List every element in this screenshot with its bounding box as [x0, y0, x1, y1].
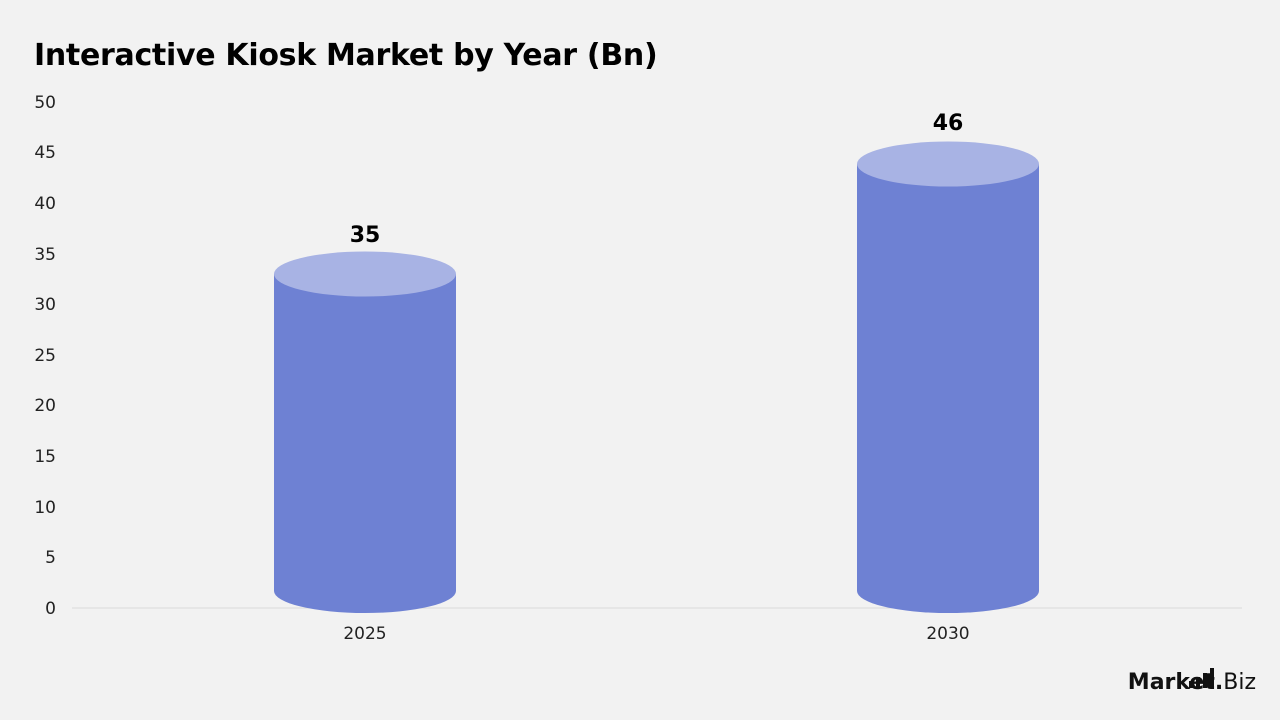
bar-2030: 46 [857, 111, 1039, 613]
chart-title: Interactive Kiosk Market by Year (Bn) [34, 38, 658, 73]
x-category-label: 2030 [926, 624, 969, 644]
y-tick: 0 [45, 599, 56, 619]
y-tick: 40 [34, 194, 56, 214]
value-label: 46 [933, 111, 964, 136]
y-axis: 0 5 10 15 20 25 30 35 40 45 50 [34, 93, 56, 619]
y-tick: 15 [34, 447, 56, 467]
value-label: 35 [350, 223, 381, 248]
y-tick: 10 [34, 498, 56, 518]
x-category-label: 2025 [343, 624, 386, 644]
y-tick: 50 [34, 93, 56, 113]
y-tick: 30 [34, 295, 56, 315]
y-tick: 25 [34, 346, 56, 366]
y-tick: 35 [34, 245, 56, 265]
y-tick: 5 [45, 548, 56, 568]
y-tick: 20 [34, 396, 56, 416]
marketbiz-logo: Market. Biz [1127, 668, 1256, 695]
y-tick: 45 [34, 143, 56, 163]
bar-2025: 35 [274, 223, 456, 613]
bar-chart-icon [1188, 668, 1214, 688]
